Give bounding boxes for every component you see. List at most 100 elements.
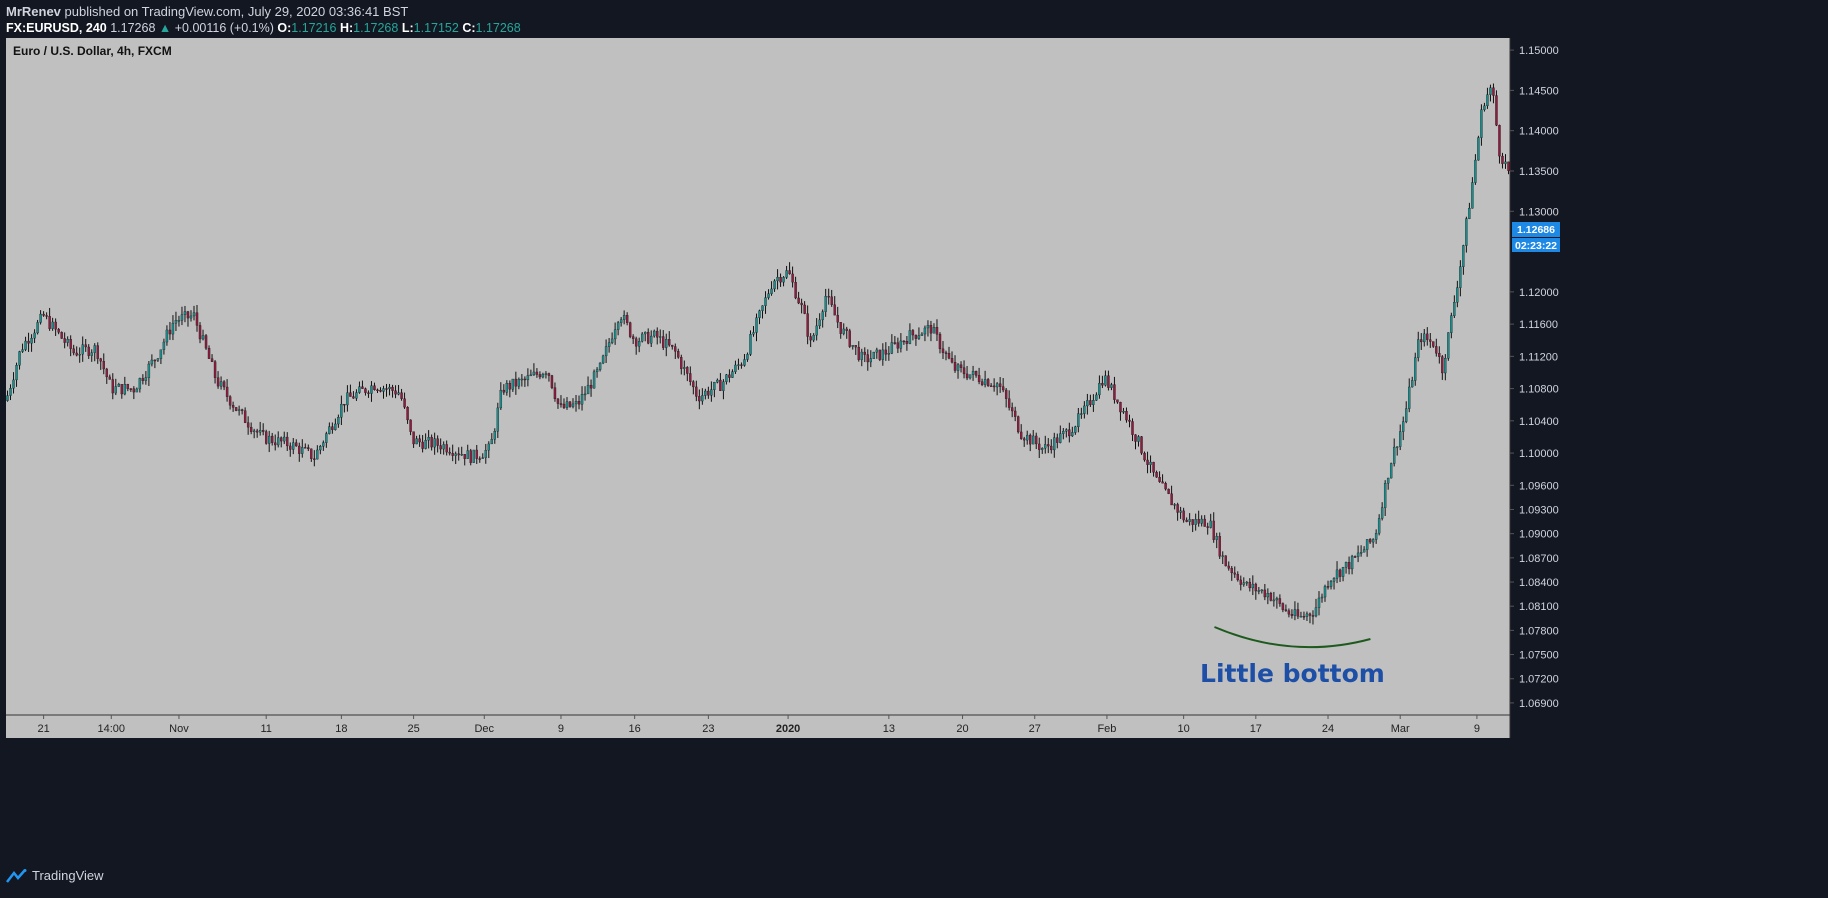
candle-body [1065,429,1068,432]
candle-body [165,329,169,343]
candle-body [722,381,725,391]
candle-body [833,304,836,316]
candle-body [637,341,641,347]
tradingview-logo-icon[interactable] [6,868,28,883]
candle-body [210,358,214,362]
candle-body [412,431,415,445]
candle-body [586,384,590,395]
candle-body [809,336,812,341]
candle-body [1504,161,1507,164]
candle-body [535,371,539,375]
candle-body [1013,410,1017,417]
candle-body [361,386,364,389]
candle-body [1386,477,1390,484]
candle-body [779,277,782,283]
candle-body [258,430,262,433]
candle-body [866,354,869,363]
candle-body [974,371,978,376]
candle-body [625,315,629,323]
candle-body [998,383,1002,387]
candle-body [316,449,319,460]
candle-body [322,442,325,447]
candle-body [773,280,776,290]
y-tick-label: 1.14000 [1519,126,1559,138]
candle-body [117,384,121,387]
candle-body [656,330,659,338]
candle-body [198,325,202,340]
candle-body [803,304,806,314]
candle-body [740,364,743,366]
candle-body [935,327,939,335]
candle-body [376,389,379,392]
candle-body [1149,461,1152,465]
candle-body [1212,520,1215,540]
candle-body [1038,443,1041,450]
candle-body [1131,421,1134,435]
candle-body [27,340,30,344]
candle-body [926,325,930,329]
candle-body [1278,598,1282,604]
candle-body [1507,161,1510,171]
candle-body [87,346,90,356]
candle-body [631,336,635,339]
author-name[interactable]: MrRenev [6,4,61,19]
candle-body [280,437,283,442]
candle-body [1023,438,1026,441]
candle-body [289,445,292,450]
candle-body [863,351,866,355]
candle-body [932,327,936,334]
candle-body [466,450,469,459]
x-tick-label: 17 [1250,723,1262,735]
candle-body [451,453,454,456]
candle-body [433,438,436,448]
candle-body [1299,616,1303,618]
candle-body [385,388,388,390]
candle-body [75,352,78,356]
candle-body [1134,434,1137,442]
candle-body [102,360,105,370]
brand-label[interactable]: TradingView [32,868,104,883]
candle-body [1116,399,1119,403]
candle-body [794,282,797,299]
candle-body [358,386,361,393]
candle-body [180,314,184,321]
candle-body [400,392,403,399]
x-tick-label: 16 [629,723,641,735]
candle-body [105,368,108,378]
candle-body [436,438,439,446]
candle-body [379,389,382,392]
plot-area[interactable] [6,38,1510,738]
candle-body [520,378,524,381]
candle-body [1248,581,1252,589]
candle-body [1041,448,1044,450]
candle-body [929,325,933,334]
candle-body [195,312,199,326]
candle-body [1501,155,1504,164]
candle-body [628,322,632,337]
candle-body [1068,429,1071,437]
candle-body [496,407,500,432]
candle-body [1053,437,1056,451]
candle-body [1399,431,1402,447]
x-tick-label: Feb [1097,723,1116,735]
candle-body [616,322,620,330]
candle-body [334,423,337,430]
candle-body [1498,125,1501,157]
candle-body [439,445,442,450]
candle-body [1314,607,1318,617]
candle-body [1010,407,1014,412]
x-tick-label: 9 [1474,723,1480,735]
candle-body [598,362,602,370]
footer: TradingView [6,868,104,883]
candle-body [580,394,584,405]
candle-body [1447,332,1450,359]
candle-body [923,327,927,335]
candle-body [156,358,160,361]
candle-body [1383,483,1387,508]
candle-body [30,337,33,344]
candle-body [493,430,497,440]
close-label: C: [462,21,476,35]
candle-body [541,374,545,378]
candle-body [448,451,451,454]
